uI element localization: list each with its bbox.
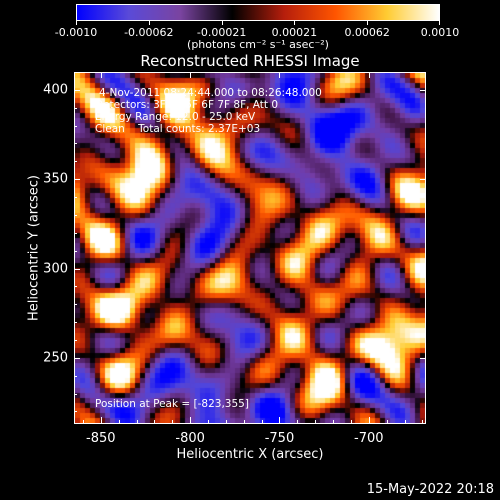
y-minor-tick (74, 375, 77, 377)
x-tick-label: -700 (354, 431, 384, 446)
y-minor-tick (74, 322, 77, 324)
y-tick (74, 268, 80, 270)
x-tick-top (279, 72, 281, 78)
y-minor-tick (74, 411, 77, 413)
y-minor-tick (74, 286, 77, 288)
x-tick (368, 417, 370, 423)
colorbar-gradient (77, 5, 439, 20)
colorbar (76, 4, 440, 21)
colorbar-tick (76, 21, 77, 25)
y-minor-tick (74, 107, 77, 109)
annotation-energy-range: Energy Range: 12.0 - 25.0 keV (95, 111, 256, 123)
x-tick-label: -800 (175, 431, 205, 446)
annotation-time-range: 4-Nov-2011 08:24:44.000 to 08:26:48.000 (99, 87, 322, 99)
y-tick-right (420, 268, 426, 270)
x-minor-tick (297, 420, 299, 423)
y-minor-tick (74, 72, 77, 73)
y-tick-label: 300 (43, 261, 68, 277)
y-tick-right (420, 89, 426, 91)
x-tick-top (368, 72, 370, 78)
colorbar-tick-label: -0.00062 (124, 26, 174, 39)
x-minor-tick (386, 420, 388, 423)
colorbar-tick-label: 0.00021 (271, 26, 318, 39)
y-tick (74, 89, 80, 91)
y-minor-tick (74, 197, 77, 199)
x-tick (100, 417, 102, 423)
colorbar-tick-label: 0.00062 (344, 26, 390, 39)
colorbar-tick (294, 21, 296, 25)
x-minor-tick (404, 420, 406, 423)
y-tick-label: 350 (43, 171, 68, 187)
x-minor-tick (333, 420, 335, 423)
y-minor-tick (74, 161, 77, 163)
x-minor-tick (315, 420, 317, 423)
x-minor-tick (208, 420, 209, 423)
x-minor-tick (225, 420, 227, 423)
plot-area: 4-Nov-2011 08:24:44.000 to 08:26:48.000 … (74, 72, 426, 424)
x-minor-tick (172, 420, 174, 423)
x-tick (190, 417, 192, 423)
y-minor-tick (74, 393, 77, 395)
x-tick-label: -750 (264, 431, 295, 446)
colorbar-tick-label: -0.00021 (196, 26, 247, 39)
colorbar-tick (367, 21, 369, 25)
colorbar-tick (439, 21, 440, 25)
y-tick-right (420, 179, 426, 181)
x-minor-tick (82, 420, 84, 423)
y-tick-right (420, 357, 426, 359)
x-minor-tick (350, 420, 352, 423)
x-tick-top (100, 72, 102, 78)
y-minor-tick (74, 143, 77, 145)
heatmap-image (75, 73, 425, 423)
x-minor-tick (136, 420, 138, 423)
annotation-detectors: Detectors: 3F 4F 5F 6F 7F 8F, Att 0 (95, 99, 279, 111)
y-minor-tick (74, 340, 77, 342)
annotation-peak-position: Position at Peak = [-823,355] (95, 398, 249, 410)
x-tick-top (190, 72, 192, 78)
y-tick (74, 179, 80, 181)
y-tick (74, 357, 80, 359)
y-axis-label: Heliocentric Y (arcsec) (26, 175, 42, 321)
annotation-counts: Clean Total counts: 2.37E+03 (95, 123, 261, 135)
x-tick-label: -850 (86, 431, 116, 446)
y-minor-tick (74, 304, 77, 306)
colorbar-tick-label: 0.0010 (420, 26, 460, 39)
x-minor-tick (154, 420, 156, 423)
colorbar-tick-label: -0.0010 (54, 26, 98, 39)
chart-title: Reconstructed RHESSI Image (140, 52, 360, 70)
x-minor-tick (261, 420, 263, 423)
y-minor-tick (74, 250, 77, 252)
colorbar-tick (148, 21, 150, 25)
y-minor-tick (74, 125, 77, 127)
colorbar-tick (221, 21, 223, 25)
y-tick-label: 250 (43, 350, 68, 366)
x-tick (279, 417, 281, 423)
footer-timestamp: 15-May-2022 20:18 (366, 482, 494, 497)
x-axis-label: Heliocentric X (arcsec) (176, 447, 324, 462)
x-minor-tick (243, 420, 245, 423)
y-tick-label: 400 (43, 82, 68, 98)
x-minor-tick (422, 420, 424, 423)
y-minor-tick (74, 232, 77, 234)
x-minor-tick (118, 420, 120, 423)
y-minor-tick (74, 214, 77, 216)
colorbar-units: (photons cm⁻² s⁻¹ asec⁻²) (187, 38, 329, 51)
